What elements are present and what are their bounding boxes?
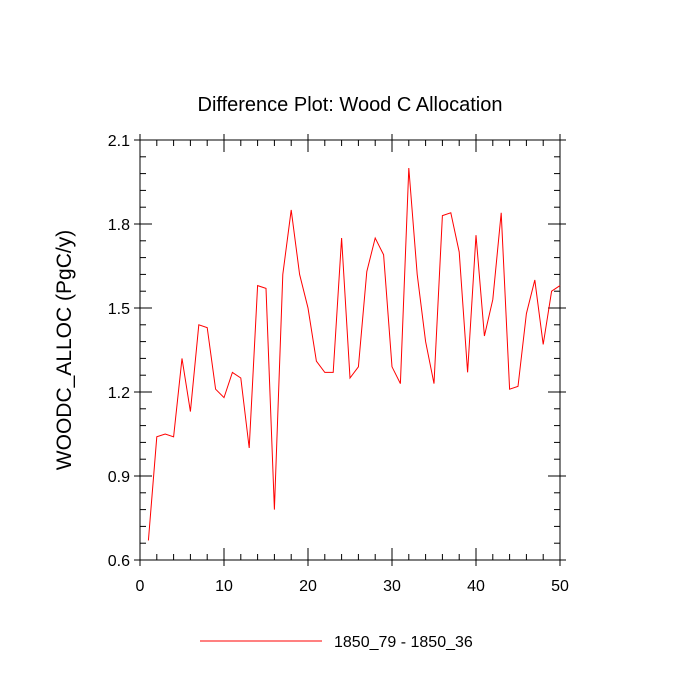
y-tick-label: 0.6 (108, 553, 130, 570)
data-point (392, 366, 393, 367)
data-point (459, 252, 460, 253)
series-points (148, 168, 561, 541)
series-line (147, 167, 561, 541)
chart-title: Difference Plot: Wood C Allocation (198, 94, 503, 116)
data-point (417, 274, 418, 275)
data-point (543, 344, 544, 345)
data-point (358, 366, 359, 367)
data-point (316, 361, 317, 362)
data-point (156, 436, 157, 437)
data-point (324, 372, 325, 373)
x-tick-label: 20 (299, 578, 317, 595)
data-point (560, 285, 561, 286)
data-point (484, 336, 485, 337)
data-point (425, 341, 426, 342)
data-point (190, 411, 191, 412)
data-point (249, 448, 250, 449)
y-tick-label: 1.2 (108, 385, 130, 402)
data-point (350, 378, 351, 379)
data-point (400, 383, 401, 384)
legend-label: 1850_79 - 1850_36 (334, 634, 473, 651)
y-tick-label: 1.8 (108, 217, 130, 234)
data-point (198, 324, 199, 325)
data-point (182, 358, 183, 359)
data-point (165, 434, 166, 435)
data-point (375, 238, 376, 239)
axis-ticks (134, 134, 566, 566)
data-point (173, 436, 174, 437)
data-point (526, 313, 527, 314)
data-point (434, 383, 435, 384)
data-point (442, 215, 443, 216)
y-axis-label: WOODC_ALLOC (PgC/y) (53, 230, 76, 470)
data-point (518, 386, 519, 387)
plot-frame (139, 139, 561, 561)
y-tick-label: 1.5 (108, 301, 130, 318)
data-point (299, 274, 300, 275)
data-point (232, 372, 233, 373)
data-point (492, 299, 493, 300)
data-point (341, 238, 342, 239)
x-tick-label: 50 (551, 578, 569, 595)
data-point (366, 271, 367, 272)
x-tick-label: 30 (383, 578, 401, 595)
data-point (450, 212, 451, 213)
data-point (274, 509, 275, 510)
data-point (224, 397, 225, 398)
data-point (509, 389, 510, 390)
x-tick-label: 0 (136, 578, 145, 595)
y-tick-label: 0.9 (108, 469, 130, 486)
data-point (383, 254, 384, 255)
data-point (308, 308, 309, 309)
data-point (282, 274, 283, 275)
legend: 1850_79 - 1850_36 (200, 634, 473, 651)
data-point (240, 378, 241, 379)
data-point (501, 212, 502, 213)
data-point (266, 288, 267, 289)
y-tick-label: 2.1 (108, 133, 130, 150)
data-point (215, 389, 216, 390)
axis-tick-labels: 0 10 20 30 40 50 0.6 0.9 1.2 1.5 1.8 2.1 (108, 133, 569, 595)
data-point (333, 372, 334, 373)
data-point (408, 168, 409, 169)
data-point (467, 372, 468, 373)
data-point (476, 235, 477, 236)
data-point (534, 280, 535, 281)
data-point (257, 285, 258, 286)
data-point (207, 327, 208, 328)
data-point (551, 291, 552, 292)
data-point (291, 210, 292, 211)
x-tick-label: 10 (215, 578, 233, 595)
data-point (148, 540, 149, 541)
x-tick-label: 40 (467, 578, 485, 595)
